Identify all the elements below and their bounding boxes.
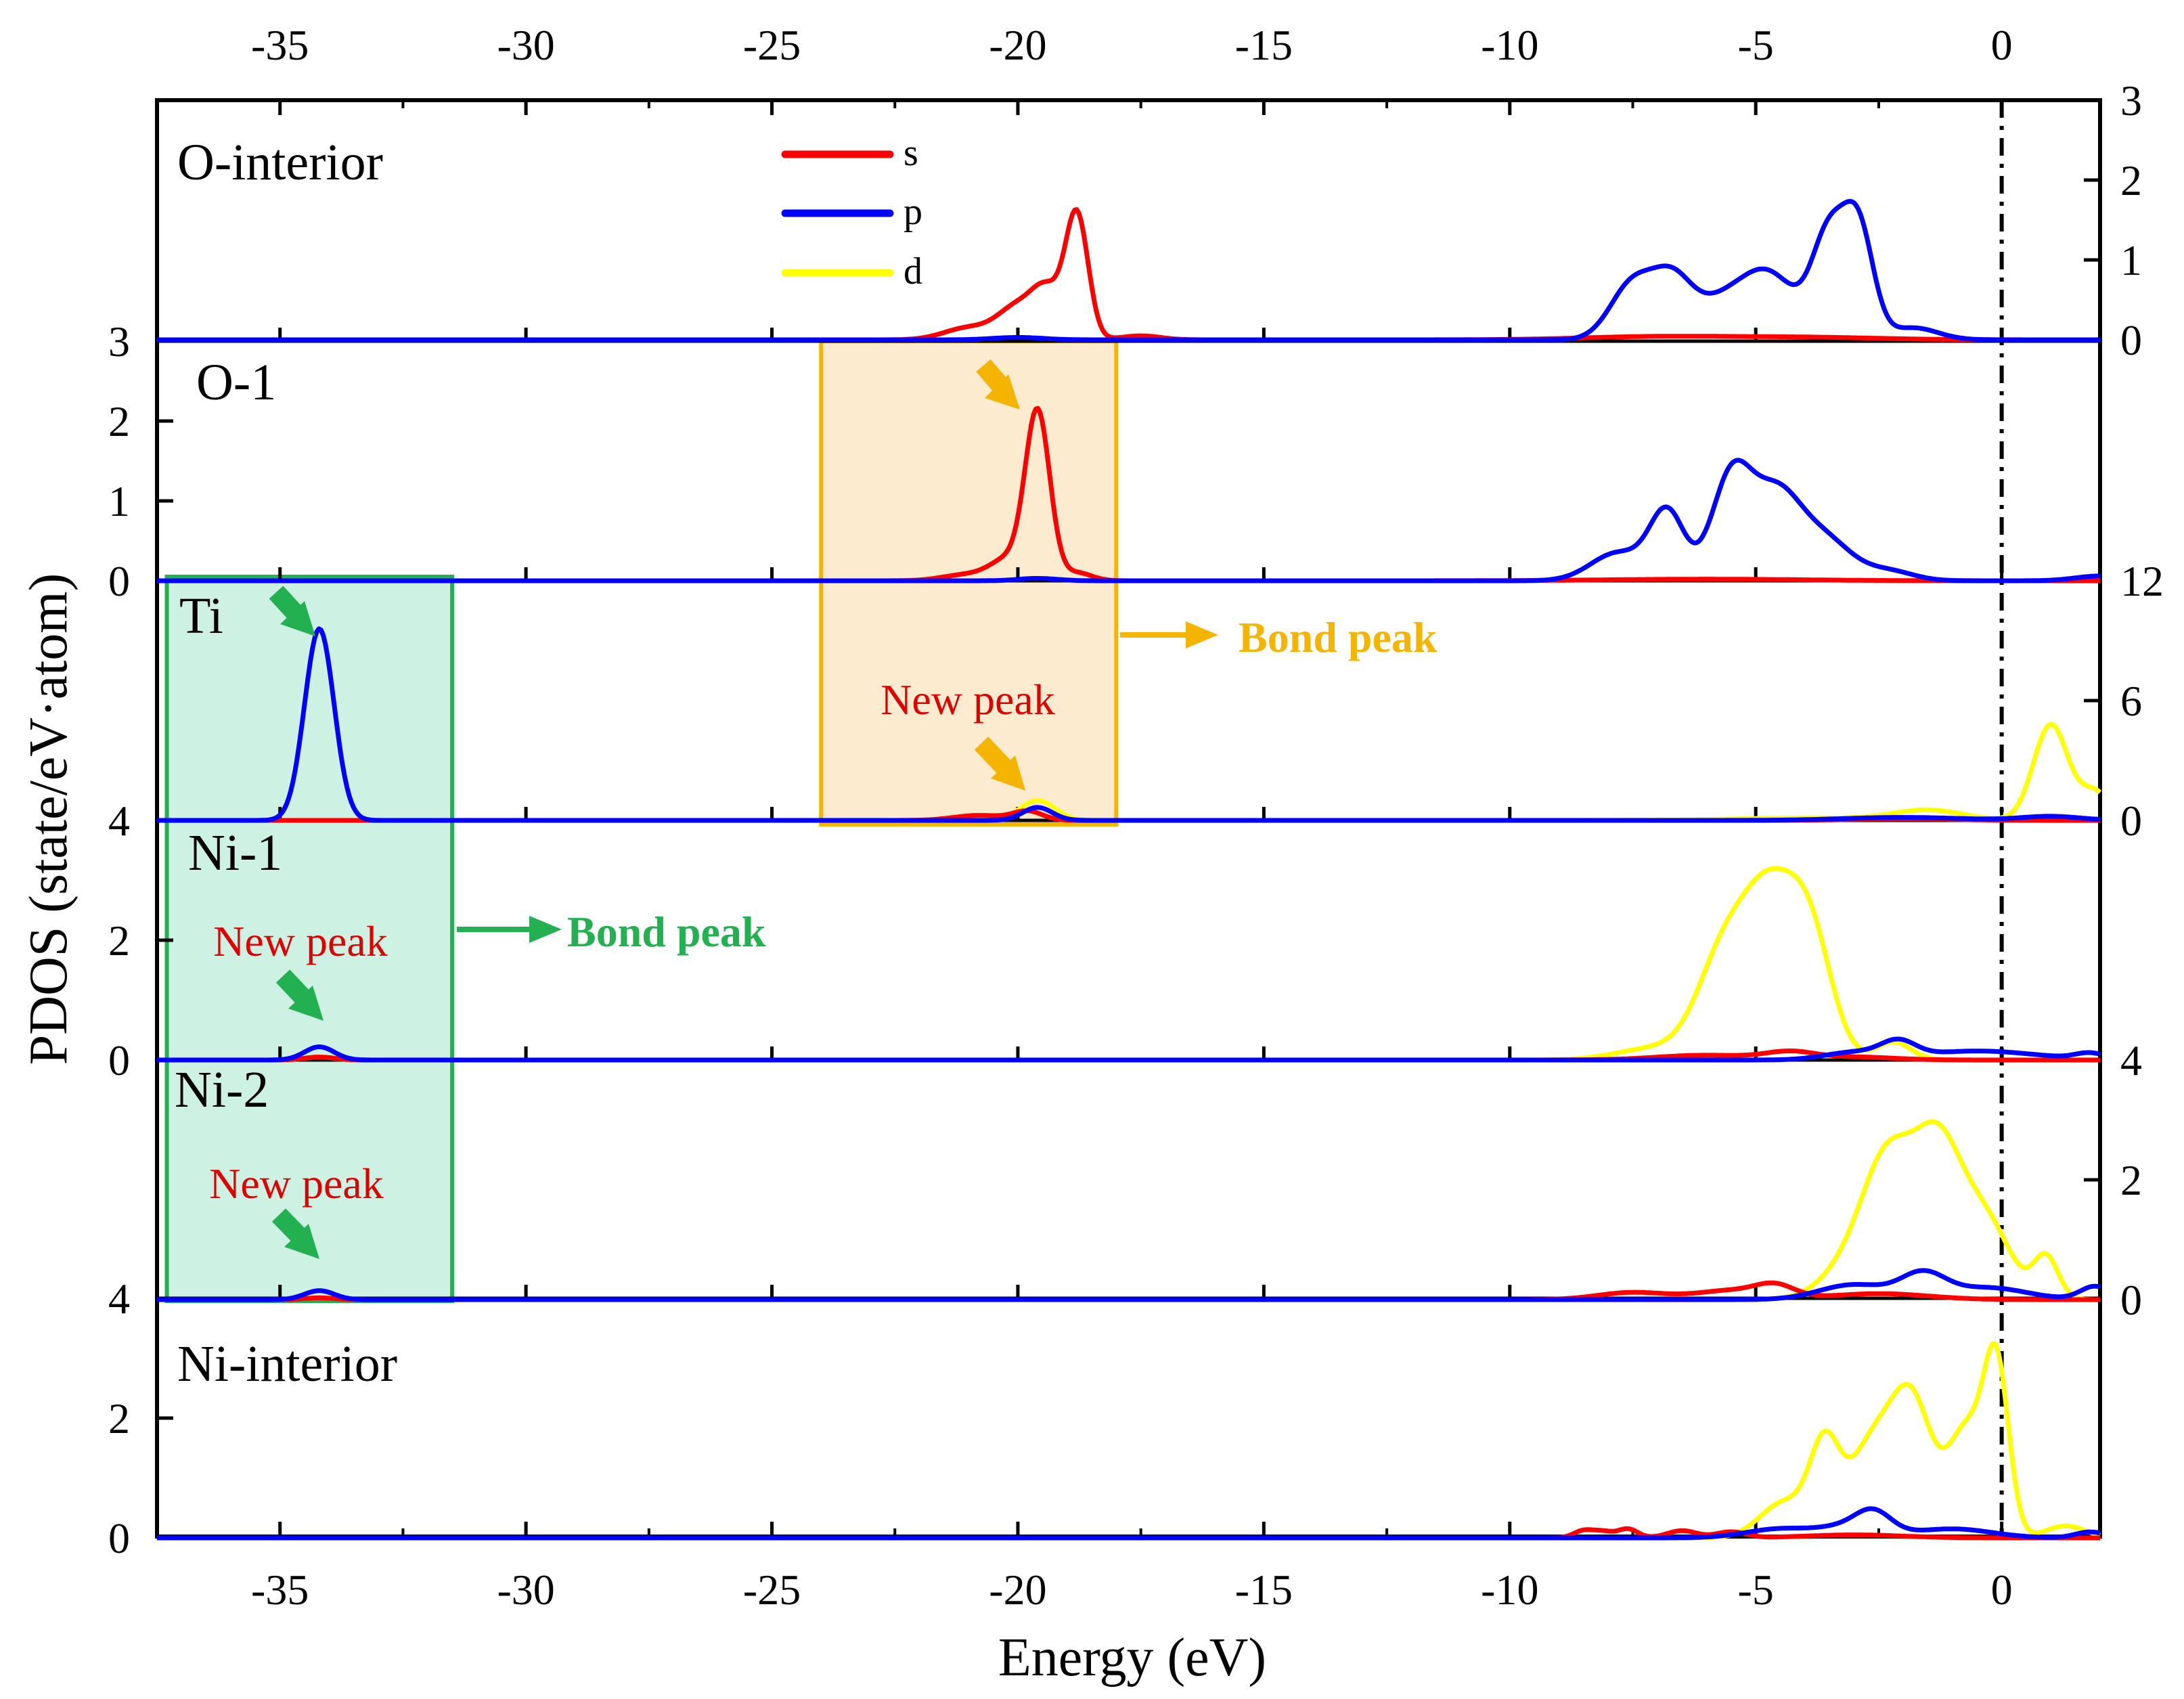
x-tick-label-bottom: -25 <box>743 1566 801 1614</box>
y-tick-label-left: 2 <box>108 1394 130 1442</box>
legend-label-d: d <box>904 250 922 292</box>
y-tick-label-left: 0 <box>108 1036 130 1084</box>
series-ti-p <box>156 626 2101 823</box>
y-tick-label-right: 6 <box>2120 677 2142 725</box>
new-peak-ni2-label: New peak <box>209 1160 384 1208</box>
o-interior-peak-arrowhead <box>985 374 1020 410</box>
y-tick-label-right: 0 <box>2120 1276 2142 1324</box>
y-tick-label-right: 2 <box>2120 156 2142 204</box>
x-tick-label-top: 0 <box>1991 21 2013 69</box>
x-tick-label-top: -15 <box>1235 21 1293 69</box>
series-ni-interior-p <box>156 1506 2101 1541</box>
panel-label-o-interior: O-interior <box>177 134 383 191</box>
new-peak-ni1-arrowhead <box>288 986 324 1021</box>
new-peak-ti-label: New peak <box>881 676 1055 724</box>
panel-label-ni-2: Ni-2 <box>175 1061 269 1118</box>
x-tick-label-top: -20 <box>989 21 1046 69</box>
bond-peak-orange-label: Bond peak <box>1239 613 1438 661</box>
new-peak-ni1-label: New peak <box>213 917 388 965</box>
highlight-boxes <box>164 339 1119 1303</box>
x-tick-label-bottom: -30 <box>497 1566 554 1614</box>
x-tick-label-bottom: -35 <box>251 1566 309 1614</box>
y-tick-label-right: 3 <box>2120 76 2142 125</box>
y-axis-title: PDOS (state/eV·atom) <box>19 573 79 1065</box>
y-tick-label-left: 0 <box>108 1514 130 1562</box>
bond-peak-green-box <box>164 575 455 1303</box>
x-tick-label-bottom: 0 <box>1991 1566 2013 1614</box>
ti-peak-arrowhead <box>280 601 315 636</box>
series-o-1-p <box>156 458 2101 583</box>
text-labels: -35 -35 -30 -30 -25 -25 -20 -20 -15 -15 -10 -10 -5 -5… <box>108 21 2164 1614</box>
x-tick-label-top: -35 <box>251 21 309 69</box>
panel-label-ni-interior: Ni-interior <box>177 1336 397 1392</box>
panel-label-o-1: O-1 <box>196 354 276 411</box>
y-tick-label-left: 4 <box>108 1275 130 1323</box>
y-tick-label-left: 0 <box>108 557 130 605</box>
x-tick-label-top: -30 <box>497 21 554 69</box>
legend-label-p: p <box>904 191 922 233</box>
panel-label-ni-1: Ni-1 <box>188 824 282 881</box>
new-peak-ti-arrowhead <box>991 755 1025 791</box>
panel-label-ti: Ti <box>179 588 223 644</box>
legend: s p d <box>781 132 922 292</box>
y-tick-label-left: 3 <box>108 317 130 366</box>
new-peak-ni2-arrowhead <box>284 1224 319 1259</box>
series-o-1-s <box>156 405 2101 583</box>
bond-peak-green-label: Bond peak <box>567 908 766 956</box>
x-tick-label-top: -5 <box>1738 21 1774 69</box>
series-ni-interior-d <box>156 1341 2101 1541</box>
y-tick-label-left: 4 <box>108 797 130 845</box>
x-tick-label-top: -25 <box>743 21 801 69</box>
y-tick-label-left: 2 <box>108 917 130 965</box>
y-tick-label-right: 0 <box>2120 316 2142 364</box>
x-tick-label-bottom: -15 <box>1235 1566 1293 1614</box>
legend-label-s: s <box>904 132 918 174</box>
y-tick-label-left: 2 <box>108 397 130 445</box>
y-tick-label-left: 1 <box>108 477 130 525</box>
annotations: Bond peak Bond peak New peak New peak Ne… <box>209 359 1438 1259</box>
bond-peak-orange-arrowhead <box>1186 621 1218 648</box>
x-axis-title: Energy (eV) <box>998 1628 1266 1687</box>
x-tick-label-top: -10 <box>1481 21 1538 69</box>
y-tick-label-right: 1 <box>2120 236 2142 284</box>
series-o-interior-p <box>156 198 2101 343</box>
series-lines <box>156 198 2102 1541</box>
y-tick-label-right: 4 <box>2120 1036 2142 1084</box>
x-tick-label-bottom: -5 <box>1738 1566 1774 1614</box>
y-tick-label-right: 12 <box>2120 557 2164 605</box>
series-ni-1-p <box>156 1036 2101 1063</box>
y-tick-label-right: 2 <box>2120 1156 2142 1204</box>
y-tick-label-right: 0 <box>2120 797 2142 845</box>
x-tick-label-bottom: -10 <box>1481 1566 1538 1614</box>
series-ni-2-p <box>156 1268 2101 1302</box>
bond-peak-green-arrowhead <box>529 916 562 943</box>
x-tick-label-bottom: -20 <box>989 1566 1046 1614</box>
series-o-interior-s <box>156 207 2101 343</box>
